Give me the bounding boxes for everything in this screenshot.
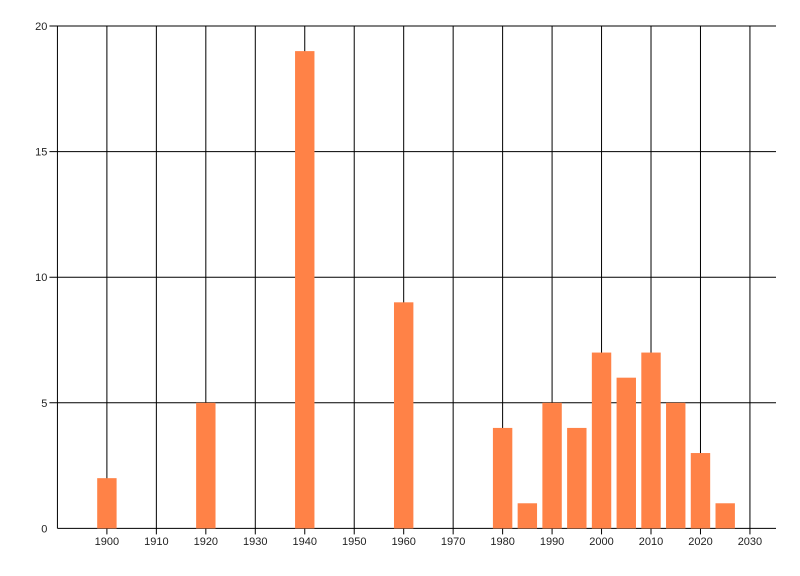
svg-text:10: 10: [35, 272, 47, 284]
svg-text:1910: 1910: [144, 536, 168, 548]
svg-text:5: 5: [41, 398, 47, 410]
svg-text:0: 0: [41, 523, 47, 535]
svg-text:1950: 1950: [342, 536, 366, 548]
svg-text:20: 20: [35, 21, 47, 33]
svg-text:1980: 1980: [490, 536, 514, 548]
svg-text:2010: 2010: [639, 536, 663, 548]
svg-text:1990: 1990: [540, 536, 564, 548]
svg-text:2000: 2000: [589, 536, 613, 548]
svg-text:1970: 1970: [441, 536, 465, 548]
svg-text:15: 15: [35, 147, 47, 159]
svg-text:2030: 2030: [738, 536, 762, 548]
svg-text:1900: 1900: [95, 536, 119, 548]
svg-text:1960: 1960: [391, 536, 415, 548]
svg-text:2020: 2020: [688, 536, 712, 548]
svg-text:1940: 1940: [293, 536, 317, 548]
svg-text:1920: 1920: [194, 536, 218, 548]
svg-text:1930: 1930: [243, 536, 267, 548]
